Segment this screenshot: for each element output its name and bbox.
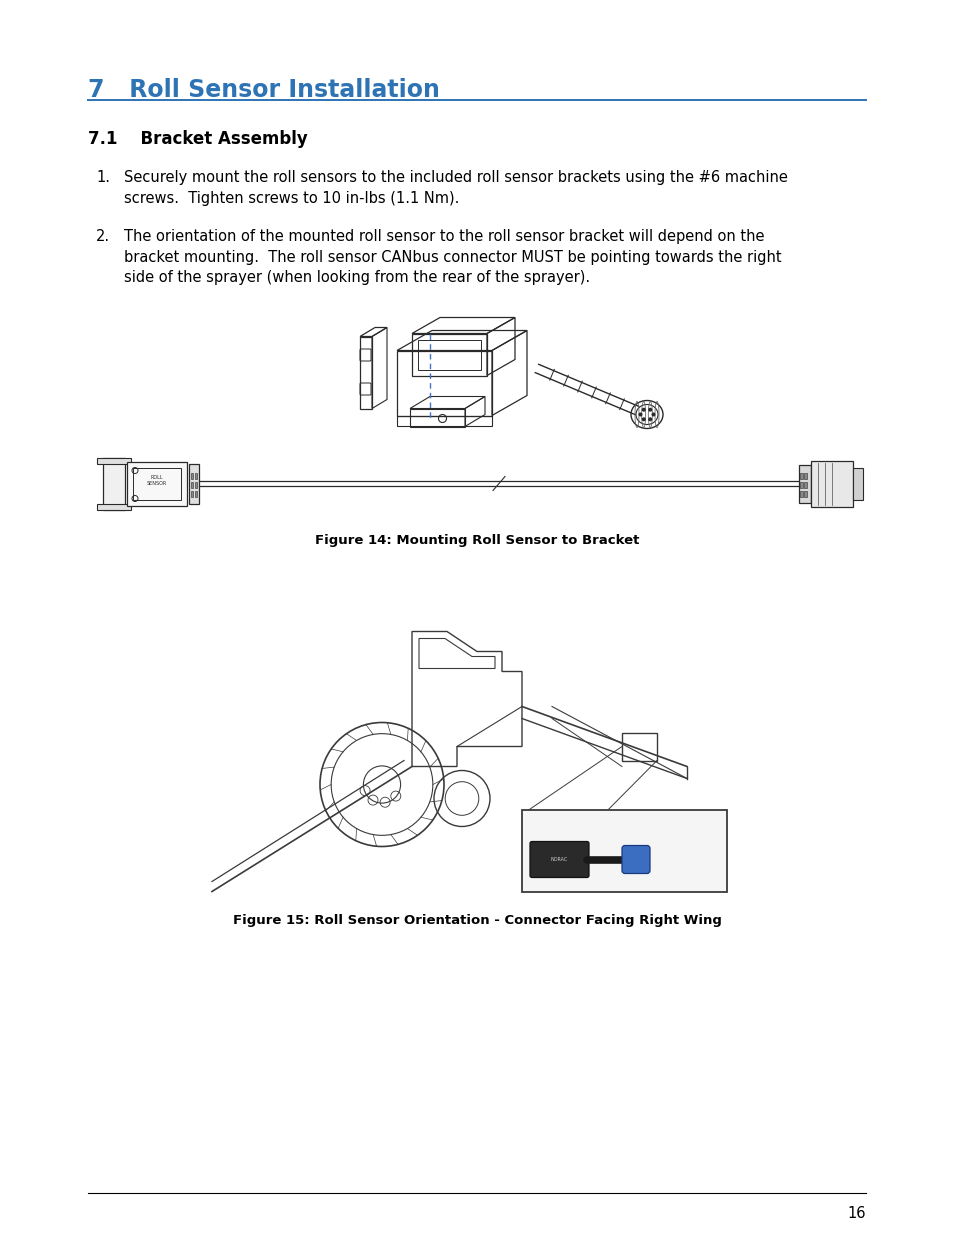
Bar — [521, 809, 726, 892]
Text: NORAC: NORAC — [550, 857, 568, 862]
Bar — [800, 490, 801, 496]
Circle shape — [639, 414, 641, 416]
Bar — [194, 473, 196, 478]
Bar — [132, 468, 181, 499]
Circle shape — [648, 409, 651, 411]
Text: Securely mount the roll sensors to the included roll sensor brackets using the #: Securely mount the roll sensors to the i… — [124, 170, 787, 185]
Text: The orientation of the mounted roll sensor to the roll sensor bracket will depen: The orientation of the mounted roll sens… — [124, 228, 763, 245]
Text: 7   Roll Sensor Installation: 7 Roll Sensor Installation — [88, 78, 439, 103]
Bar — [194, 490, 196, 496]
Text: bracket mounting.  The roll sensor CANbus connector MUST be pointing towards the: bracket mounting. The roll sensor CANbus… — [124, 249, 781, 264]
Bar — [803, 482, 806, 488]
Bar — [803, 490, 806, 496]
Bar — [810, 461, 852, 506]
Circle shape — [648, 417, 651, 421]
Bar — [97, 504, 131, 510]
Circle shape — [652, 414, 654, 416]
Bar — [852, 468, 862, 499]
Text: 1.: 1. — [96, 170, 110, 185]
Bar — [803, 473, 806, 478]
Text: ROLL
SENSOR: ROLL SENSOR — [147, 475, 167, 485]
Text: screws.  Tighten screws to 10 in-lbs (1.1 Nm).: screws. Tighten screws to 10 in-lbs (1.1… — [124, 190, 459, 205]
Text: Figure 14: Mounting Roll Sensor to Bracket: Figure 14: Mounting Roll Sensor to Brack… — [314, 534, 639, 547]
Text: 2.: 2. — [96, 228, 110, 245]
Text: 16: 16 — [846, 1207, 865, 1221]
Bar — [621, 732, 657, 761]
Text: Figure 15: Roll Sensor Orientation - Connector Facing Right Wing: Figure 15: Roll Sensor Orientation - Con… — [233, 914, 720, 926]
Bar — [191, 490, 193, 496]
Bar — [800, 482, 801, 488]
Bar — [191, 473, 193, 478]
Text: side of the sprayer (when looking from the rear of the sprayer).: side of the sprayer (when looking from t… — [124, 270, 590, 285]
Bar — [799, 464, 810, 503]
Bar — [191, 482, 193, 488]
Text: 7.1    Bracket Assembly: 7.1 Bracket Assembly — [88, 130, 308, 148]
FancyBboxPatch shape — [530, 841, 588, 878]
Bar — [103, 457, 125, 510]
Bar — [127, 462, 187, 505]
Bar — [194, 482, 196, 488]
FancyBboxPatch shape — [621, 846, 649, 873]
Bar — [189, 463, 199, 504]
Bar — [97, 457, 131, 463]
Bar — [800, 473, 801, 478]
Circle shape — [641, 417, 644, 421]
Circle shape — [641, 409, 644, 411]
